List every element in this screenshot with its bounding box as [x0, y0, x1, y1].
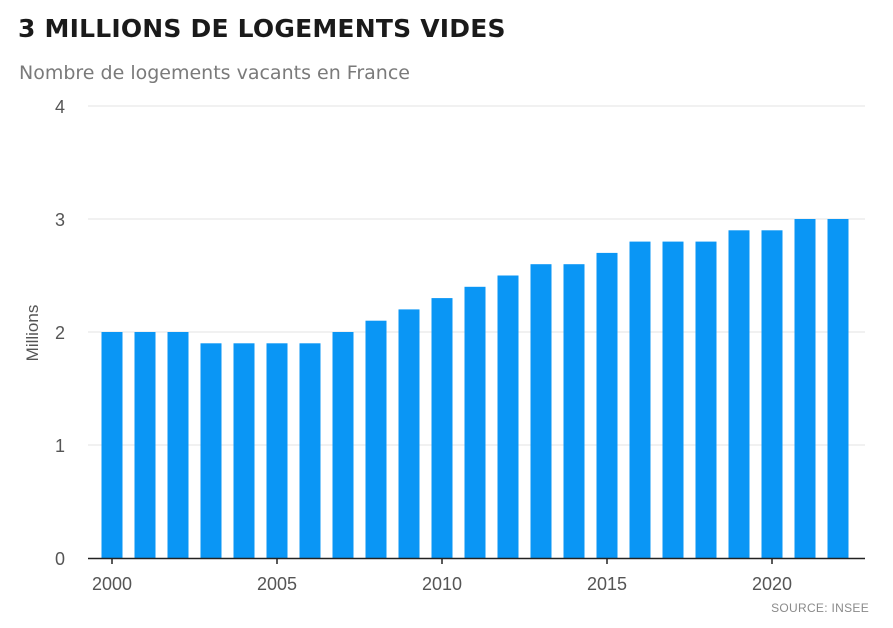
x-tick-label: 2015: [587, 574, 627, 594]
bar-2017: [662, 241, 684, 558]
bar-2000: [101, 332, 123, 558]
bar-2019: [728, 230, 750, 559]
y-axis-label: Millions: [23, 305, 42, 362]
bar-2016: [629, 241, 651, 558]
bar-2013: [530, 264, 552, 558]
bar-2001: [134, 332, 156, 558]
y-tick-label: 4: [55, 97, 65, 117]
y-tick-label: 3: [55, 210, 65, 230]
bar-2012: [497, 275, 519, 558]
chart-title: 3 MILLIONS DE LOGEMENTS VIDES: [18, 14, 506, 43]
bar-2010: [431, 298, 453, 558]
y-tick-label: 0: [55, 549, 65, 569]
y-axis-ticks: 0 1 2 3 4: [55, 97, 65, 569]
chart-subtitle: Nombre de logements vacants en France: [19, 62, 410, 84]
bar-2006: [299, 343, 321, 558]
bar-2003: [200, 343, 222, 558]
bars: [101, 219, 849, 559]
bar-2011: [464, 286, 486, 558]
bar-2021: [794, 219, 816, 558]
bar-2007: [332, 332, 354, 558]
y-tick-label: 1: [55, 436, 65, 456]
bar-2004: [233, 343, 255, 558]
x-axis-ticks: 2000 2005 2010 2015 2020: [92, 558, 792, 594]
x-tick-label: 2000: [92, 574, 132, 594]
y-tick-label: 2: [55, 323, 65, 343]
bar-2020: [761, 230, 783, 559]
x-tick-label: 2020: [752, 574, 792, 594]
bar-2008: [365, 320, 387, 558]
bar-2005: [266, 343, 288, 558]
bar-2018: [695, 241, 717, 558]
x-tick-label: 2010: [422, 574, 462, 594]
bar-2022: [827, 219, 849, 558]
bar-2015: [596, 252, 618, 558]
source-note: SOURCE: INSEE: [771, 601, 869, 615]
bar-2002: [167, 332, 189, 558]
bar-2009: [398, 309, 420, 558]
x-tick-label: 2005: [257, 574, 297, 594]
bar-2014: [563, 264, 585, 558]
